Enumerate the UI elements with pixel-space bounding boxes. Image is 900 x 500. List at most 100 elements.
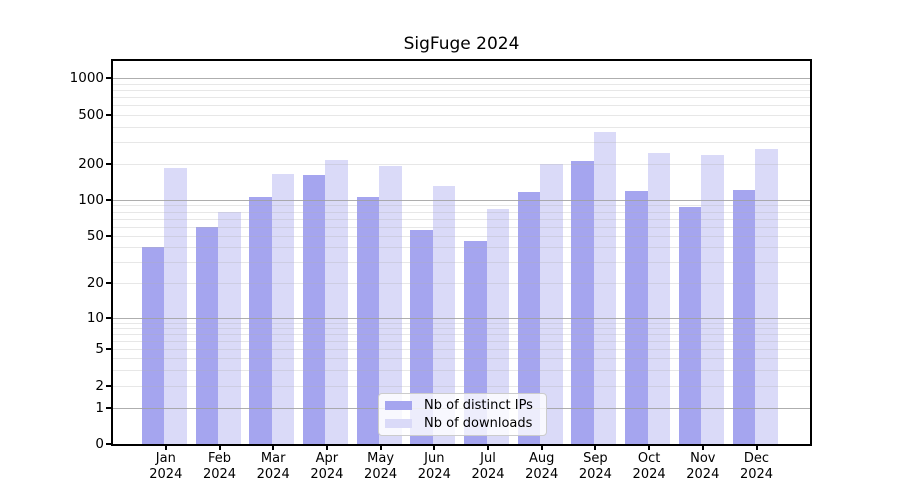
y-tick-label: 2 — [95, 378, 104, 394]
x-tick — [755, 446, 758, 450]
bar-downloads-oct — [647, 152, 671, 444]
bar-downloads-sep — [593, 132, 617, 444]
gridline-minor — [113, 97, 810, 99]
x-tick — [648, 446, 651, 450]
x-tick-month: Apr — [315, 451, 339, 466]
x-tick-year: 2024 — [256, 467, 290, 482]
x-tick-year: 2024 — [525, 467, 559, 482]
bar-downloads-nov — [701, 154, 724, 444]
gridline-minor — [113, 126, 810, 128]
bar-distinct-ips-aug — [517, 191, 541, 444]
x-tick-year: 2024 — [739, 467, 774, 482]
bar-downloads-jan — [164, 167, 187, 444]
y-tick-label: 1000 — [69, 70, 104, 86]
gridline-minor — [113, 322, 810, 324]
y-tick-label: 10 — [86, 310, 104, 326]
x-tick-month: Nov — [690, 451, 716, 466]
y-tick — [106, 235, 111, 237]
gridline-minor — [113, 327, 810, 329]
x-tick-month: Jul — [480, 451, 496, 466]
x-tick — [325, 446, 328, 450]
legend-label: Nb of downloads — [424, 416, 533, 432]
bar-downloads-feb — [218, 211, 241, 444]
x-tick-month: Feb — [207, 451, 232, 466]
bar-downloads-mar — [271, 173, 295, 444]
bar-distinct-ips-feb — [195, 226, 218, 444]
bar-distinct-ips-nov — [678, 207, 702, 444]
x-tick-month: Oct — [637, 451, 661, 466]
gridline-major — [113, 78, 810, 79]
x-tick-label: Aug 2024 — [510, 451, 574, 483]
x-tick-month: Jan — [155, 451, 176, 466]
bar-downloads-apr — [325, 159, 348, 444]
bar-downloads-aug — [540, 164, 563, 444]
legend-item: Nb of downloads — [385, 415, 540, 434]
x-tick-label: Jan 2024 — [134, 451, 198, 483]
gridline-minor — [113, 358, 810, 359]
y-tick — [106, 385, 111, 387]
y-tick-label: 200 — [78, 155, 104, 172]
y-tick-label: 20 — [86, 275, 104, 291]
x-tick-month: Dec — [743, 451, 770, 466]
x-tick-month: Jun — [424, 451, 445, 466]
gridline-minor — [113, 369, 810, 371]
gridline-minor — [113, 340, 810, 342]
gridline-minor — [113, 236, 810, 237]
x-tick-year: 2024 — [364, 467, 398, 482]
x-tick-label: Feb 2024 — [188, 451, 252, 483]
y-tick — [106, 282, 111, 284]
x-tick-label: Mar 2024 — [241, 451, 305, 483]
bar-downloads-jul — [486, 209, 509, 444]
x-tick — [487, 446, 489, 450]
gridline-minor — [113, 142, 810, 144]
legend-swatch-downloads — [385, 419, 412, 429]
x-tick — [433, 446, 436, 450]
x-tick-year: 2024 — [202, 467, 237, 482]
x-tick — [272, 446, 275, 450]
x-tick — [379, 446, 382, 450]
x-tick — [218, 446, 221, 450]
x-tick-month: Sep — [583, 451, 608, 466]
y-tick-label: 50 — [86, 228, 104, 244]
x-tick-label: Sep 2024 — [563, 451, 627, 483]
x-tick-label: Nov 2024 — [671, 451, 735, 483]
x-tick-year: 2024 — [686, 467, 720, 482]
gridline-minor — [113, 386, 810, 387]
gridline-minor — [113, 163, 810, 165]
gridline-major — [113, 200, 810, 201]
x-tick-label: Oct 2024 — [617, 451, 681, 483]
x-tick — [540, 446, 543, 450]
x-tick-month: May — [367, 451, 395, 466]
bar-distinct-ips-oct — [625, 191, 648, 444]
plot-area — [111, 59, 812, 446]
gridline-minor — [113, 333, 810, 335]
x-tick-month: Mar — [260, 451, 286, 466]
gridline-minor — [113, 262, 810, 264]
y-tick-label: 100 — [78, 192, 104, 208]
x-tick-year: 2024 — [310, 467, 344, 482]
x-tick-month: Aug — [528, 451, 555, 466]
bar-distinct-ips-jan — [141, 247, 165, 444]
gridline-minor — [113, 89, 810, 91]
gridline-minor — [113, 211, 810, 213]
y-tick — [106, 348, 111, 350]
x-tick-label: May 2024 — [349, 451, 413, 483]
y-tick — [106, 199, 111, 201]
y-tick-label: 500 — [78, 107, 104, 123]
y-tick — [106, 77, 111, 79]
gridline-minor — [113, 218, 810, 220]
bar-distinct-ips-jun — [410, 230, 433, 444]
y-tick-label: 1 — [95, 400, 104, 416]
x-tick-year: 2024 — [578, 467, 612, 482]
bar-distinct-ips-sep — [571, 160, 594, 444]
x-tick-year: 2024 — [417, 467, 451, 482]
y-tick — [106, 443, 111, 445]
legend: Nb of distinct IPs Nb of downloads — [378, 393, 547, 436]
bar-distinct-ips-may — [356, 196, 380, 444]
bar-downloads-dec — [755, 148, 778, 444]
y-tick — [106, 317, 111, 319]
gridline-minor — [113, 105, 810, 107]
x-tick — [701, 446, 704, 450]
legend-label: Nb of distinct IPs — [424, 397, 533, 413]
